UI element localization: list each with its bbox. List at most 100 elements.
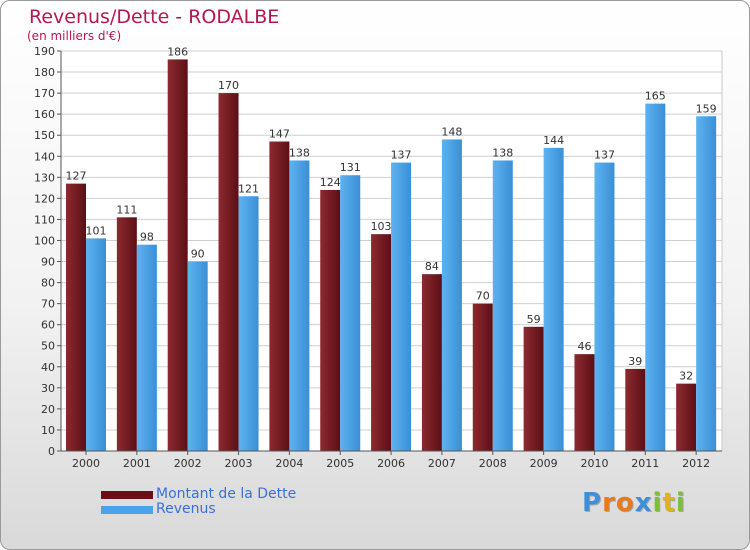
data-label-dette: 147 bbox=[269, 128, 290, 141]
data-label-dette: 186 bbox=[167, 45, 188, 58]
bar-dette bbox=[371, 234, 392, 451]
y-tick-label: 160 bbox=[34, 108, 55, 121]
y-tick-label: 0 bbox=[48, 445, 55, 458]
bar-revenus bbox=[543, 147, 564, 451]
bar-revenus bbox=[391, 162, 412, 451]
x-tick-label: 2011 bbox=[631, 457, 659, 470]
bar-dette bbox=[676, 383, 697, 451]
data-label-revenus: 131 bbox=[340, 161, 361, 174]
logo-letter: r bbox=[602, 488, 616, 518]
y-tick-label: 40 bbox=[41, 361, 55, 374]
x-tick-label: 2001 bbox=[123, 457, 151, 470]
chart-title: Revenus/Dette - RODALBE bbox=[29, 6, 280, 28]
logo-letter: t bbox=[662, 488, 676, 518]
bar-dette bbox=[421, 274, 442, 451]
bar-revenus bbox=[696, 116, 717, 452]
logo-letter: x bbox=[634, 488, 653, 518]
x-tick-label: 2003 bbox=[225, 457, 253, 470]
data-label-revenus: 138 bbox=[492, 146, 513, 159]
chart-subtitle: (en milliers d'€) bbox=[27, 29, 122, 43]
data-label-revenus: 138 bbox=[289, 146, 310, 159]
y-tick-label: 170 bbox=[34, 87, 55, 100]
x-tick-label: 2007 bbox=[428, 457, 456, 470]
bar-dette bbox=[320, 189, 341, 451]
y-tick-label: 80 bbox=[41, 277, 55, 290]
x-tick-label: 2005 bbox=[326, 457, 354, 470]
data-label-revenus: 159 bbox=[696, 102, 717, 115]
bar-revenus bbox=[289, 160, 310, 451]
bar-revenus bbox=[136, 244, 157, 451]
data-label-dette: 124 bbox=[320, 176, 341, 189]
data-label-revenus: 90 bbox=[191, 248, 205, 261]
data-label-revenus: 165 bbox=[645, 90, 666, 103]
bar-revenus bbox=[594, 162, 615, 451]
y-tick-label: 130 bbox=[34, 171, 55, 184]
bar-revenus bbox=[187, 261, 208, 451]
x-tick-label: 2009 bbox=[530, 457, 558, 470]
data-label-revenus: 121 bbox=[238, 182, 259, 195]
x-tick-label: 2012 bbox=[682, 457, 710, 470]
y-tick-label: 30 bbox=[41, 382, 55, 395]
bar-revenus bbox=[441, 139, 462, 451]
legend-label-revenus: Revenus bbox=[156, 501, 216, 517]
y-tick-label: 190 bbox=[34, 45, 55, 58]
y-tick-label: 180 bbox=[34, 66, 55, 79]
y-tick-label: 140 bbox=[34, 150, 55, 163]
legend: Montant de la Dette Revenus bbox=[101, 487, 296, 517]
data-label-revenus: 101 bbox=[86, 224, 107, 237]
data-label-revenus: 144 bbox=[543, 134, 564, 147]
bar-revenus bbox=[86, 238, 106, 451]
data-label-revenus: 148 bbox=[441, 125, 462, 138]
data-label-dette: 32 bbox=[679, 370, 693, 383]
legend-swatch-revenus bbox=[101, 505, 153, 514]
y-tick-label: 50 bbox=[41, 340, 55, 353]
bar-dette bbox=[625, 368, 646, 451]
bar-revenus bbox=[238, 196, 259, 451]
data-label-dette: 127 bbox=[66, 170, 87, 183]
bar-dette bbox=[472, 303, 493, 451]
data-label-dette: 170 bbox=[218, 79, 239, 92]
data-label-dette: 39 bbox=[628, 355, 642, 368]
y-tick-label: 60 bbox=[41, 319, 55, 332]
x-tick-label: 2000 bbox=[72, 457, 100, 470]
data-label-dette: 46 bbox=[577, 340, 591, 353]
bar-revenus bbox=[645, 103, 666, 451]
logo-letter: i bbox=[652, 488, 663, 518]
proxiti-logo: Proxiti bbox=[582, 488, 686, 518]
bar-dette bbox=[218, 93, 239, 452]
data-label-revenus: 137 bbox=[391, 149, 412, 162]
legend-swatch-dette bbox=[101, 490, 153, 499]
data-label-dette: 70 bbox=[476, 290, 490, 303]
y-tick-label: 10 bbox=[41, 424, 55, 437]
data-label-dette: 59 bbox=[527, 313, 541, 326]
legend-item-dette: Montant de la Dette bbox=[101, 487, 296, 502]
logo-letter: o bbox=[615, 488, 635, 518]
data-label-dette: 84 bbox=[425, 260, 439, 273]
data-label-dette: 111 bbox=[116, 203, 137, 216]
legend-label-dette: Montant de la Dette bbox=[156, 486, 297, 502]
x-tick-label: 2002 bbox=[174, 457, 202, 470]
y-tick-label: 20 bbox=[41, 403, 55, 416]
x-tick-label: 2010 bbox=[580, 457, 608, 470]
y-tick-label: 90 bbox=[41, 256, 55, 269]
x-tick-label: 2006 bbox=[377, 457, 405, 470]
x-tick-label: 2004 bbox=[275, 457, 303, 470]
x-tick-label: 2008 bbox=[479, 457, 507, 470]
bar-dette bbox=[574, 354, 595, 451]
y-tick-label: 110 bbox=[34, 213, 55, 226]
bar-dette bbox=[66, 183, 86, 451]
bar-dette bbox=[116, 217, 137, 451]
y-tick-label: 70 bbox=[41, 298, 55, 311]
bar-revenus bbox=[492, 160, 513, 451]
logo-letter: i bbox=[675, 488, 686, 518]
bar-revenus bbox=[340, 175, 361, 452]
y-tick-label: 150 bbox=[34, 129, 55, 142]
bar-dette bbox=[167, 59, 188, 451]
bar-dette bbox=[523, 326, 544, 451]
data-label-revenus: 98 bbox=[140, 231, 154, 244]
y-tick-label: 120 bbox=[34, 192, 55, 205]
data-label-dette: 103 bbox=[371, 220, 392, 233]
legend-item-revenus: Revenus bbox=[101, 502, 296, 517]
